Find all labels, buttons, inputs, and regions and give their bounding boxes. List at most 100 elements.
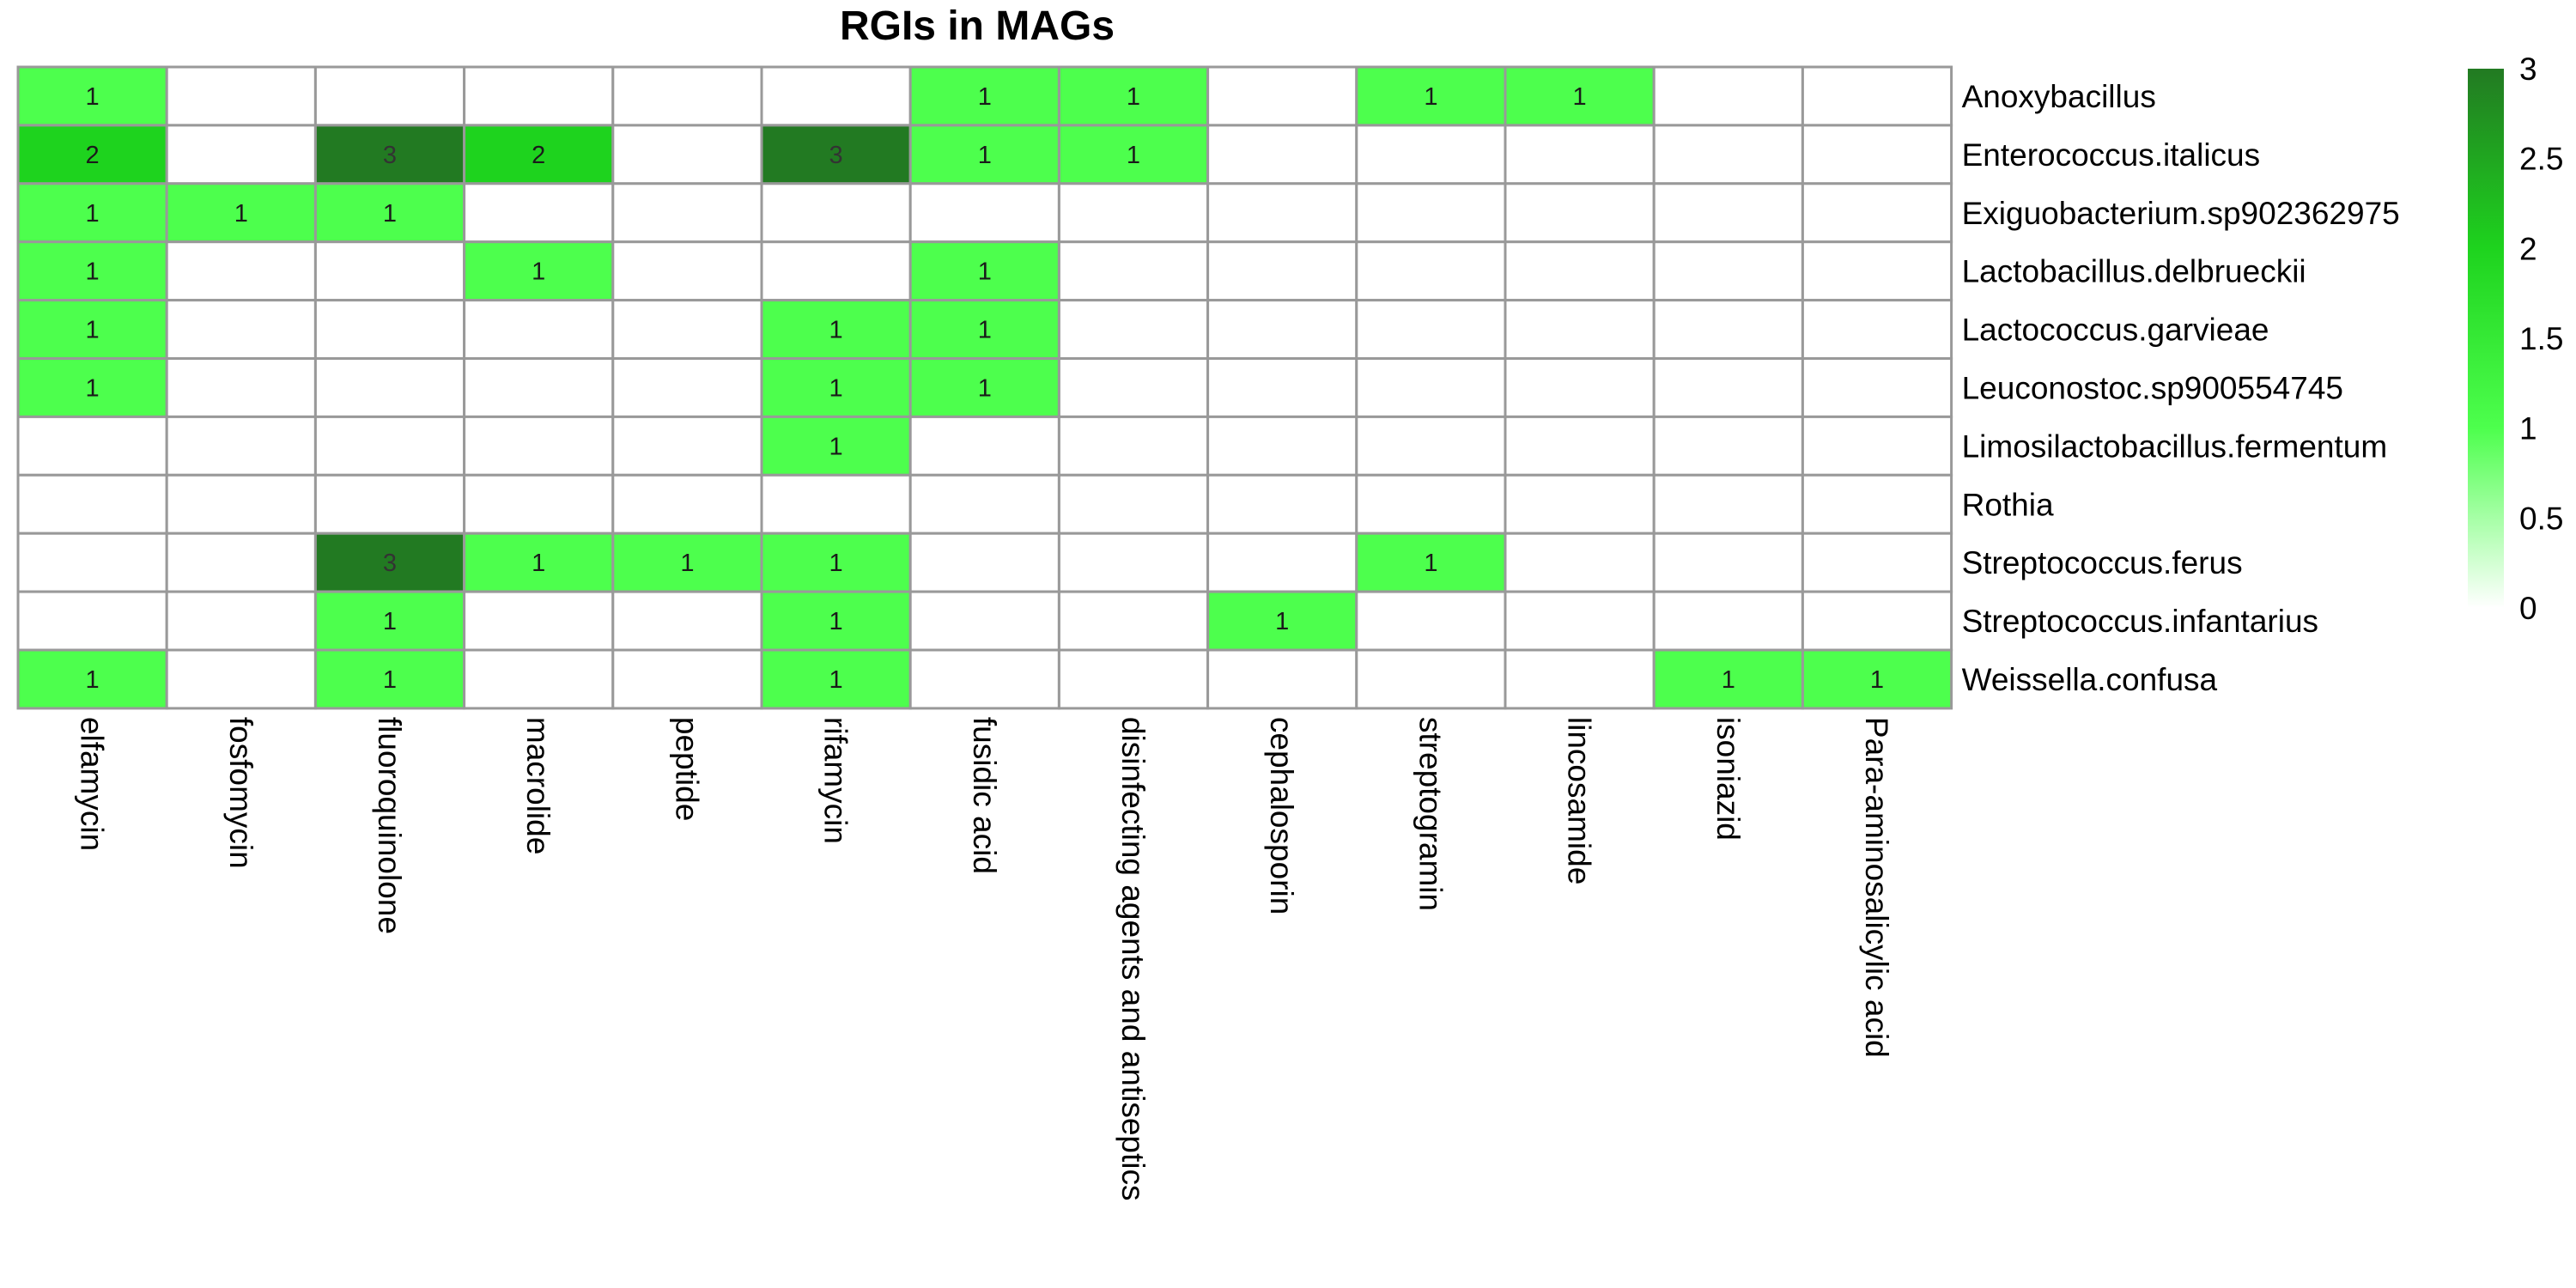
column-labels: elfamycin fosfomycin fluoroquinolone macrol… bbox=[75, 717, 1894, 1201]
heatmap-cell bbox=[1057, 532, 1210, 593]
heatmap-cell bbox=[1206, 532, 1358, 593]
cell-value-label: 1 bbox=[978, 258, 992, 286]
legend-tick-label: 0.5 bbox=[2519, 501, 2563, 536]
heatmap-cell bbox=[1355, 473, 1507, 535]
heatmap-cell bbox=[16, 357, 168, 418]
heatmap-cell bbox=[165, 532, 317, 593]
heatmap-cell bbox=[1801, 590, 1953, 652]
cell-value-label: 1 bbox=[829, 433, 843, 460]
heatmap-cell bbox=[1801, 357, 1953, 418]
heatmap-cell bbox=[1057, 590, 1210, 652]
heatmap-cell bbox=[1206, 473, 1358, 535]
heatmap-cell bbox=[1057, 357, 1210, 418]
cell-value-label: 1 bbox=[383, 200, 397, 228]
row-labels: Anoxybacillus Enterococcus.italicus Exiguo… bbox=[1962, 79, 2400, 697]
cell-value-label: 1 bbox=[829, 608, 843, 635]
heatmap-cell bbox=[760, 65, 912, 127]
heatmap-cell bbox=[1652, 299, 1804, 361]
row-label: Enterococcus.italicus bbox=[1962, 137, 2261, 173]
column-label: macrolide bbox=[520, 717, 556, 854]
heatmap-cell bbox=[1652, 65, 1804, 127]
heatmap-cell bbox=[16, 590, 168, 652]
heatmap-cell bbox=[908, 240, 1060, 302]
heatmap-cell bbox=[908, 65, 1060, 127]
heatmap-cell bbox=[463, 415, 615, 477]
cell-value-label: 1 bbox=[1127, 83, 1140, 111]
cell-value-label: 1 bbox=[86, 200, 100, 228]
cell-value-label: 1 bbox=[1127, 142, 1140, 169]
heatmap-cell bbox=[760, 299, 912, 361]
cell-value-label: 1 bbox=[829, 666, 843, 694]
cell-value-label: 1 bbox=[86, 374, 100, 402]
color-legend: 0 0.5 1 1.5 2 2.5 3 bbox=[2468, 52, 2563, 626]
heatmap-cell bbox=[1504, 473, 1656, 535]
cell-value-label: 1 bbox=[1275, 608, 1289, 635]
cell-value-label: 1 bbox=[86, 666, 100, 694]
heatmap-cell bbox=[165, 65, 317, 127]
row-label: Rothia bbox=[1962, 487, 2054, 522]
heatmap-cell bbox=[165, 357, 317, 418]
heatmap-cell bbox=[1206, 65, 1358, 127]
heatmap-cell bbox=[611, 65, 763, 127]
heatmap-cell bbox=[16, 415, 168, 477]
cell-value-label: 1 bbox=[978, 374, 992, 402]
heatmap-cell bbox=[1355, 532, 1507, 593]
heatmap-cell bbox=[1057, 240, 1210, 302]
cell-value-label: 1 bbox=[680, 550, 694, 577]
column-label: disinfecting agents and antiseptics bbox=[1115, 717, 1151, 1201]
heatmap-cell bbox=[16, 473, 168, 535]
heatmap-cell bbox=[1057, 648, 1210, 710]
heatmap-cell bbox=[1652, 124, 1804, 185]
column-label: peptide bbox=[669, 717, 704, 821]
column-label: Para-aminosalicylic acid bbox=[1859, 717, 1894, 1058]
cell-value-label: 3 bbox=[383, 550, 397, 577]
heatmap-cell bbox=[1355, 648, 1507, 710]
heatmap-cell bbox=[1206, 240, 1358, 302]
row-label: Weissella.confusa bbox=[1962, 662, 2218, 697]
row-label: Anoxybacillus bbox=[1962, 79, 2156, 114]
cell-value-label: 1 bbox=[383, 666, 397, 694]
heatmap-cell bbox=[611, 124, 763, 185]
heatmap-cell bbox=[611, 299, 763, 361]
heatmap-cells: 1 1 1 1 1 2 3 2 3 1 1 1 1 1 1 1 1 1 1 1 1 1 1 1 3 1 1 1 1 1 1 1 1 1 1 1 1 bbox=[16, 65, 1953, 710]
cell-value-label: 1 bbox=[532, 550, 545, 577]
heatmap-cell bbox=[165, 299, 317, 361]
heatmap-cell bbox=[1504, 648, 1656, 710]
heatmap-cell bbox=[1652, 648, 1804, 710]
heatmap-cell bbox=[1355, 357, 1507, 418]
heatmap-cell bbox=[463, 240, 615, 302]
heatmap-cell bbox=[1355, 124, 1507, 185]
heatmap-cell bbox=[1652, 240, 1804, 302]
heatmap-cell bbox=[760, 648, 912, 710]
heatmap-cell bbox=[908, 590, 1060, 652]
heatmap-cell bbox=[611, 357, 763, 418]
heatmap-cell bbox=[1355, 299, 1507, 361]
heatmap-cell bbox=[1652, 182, 1804, 244]
heatmap-cell bbox=[1504, 182, 1656, 244]
heatmap-cell bbox=[1355, 415, 1507, 477]
heatmap-cell bbox=[1057, 415, 1210, 477]
heatmap-cell bbox=[1801, 124, 1953, 185]
heatmap-cell bbox=[313, 240, 466, 302]
heatmap-cell bbox=[1652, 415, 1804, 477]
heatmap-cell bbox=[1504, 590, 1656, 652]
heatmap-cell bbox=[908, 532, 1060, 593]
row-label: Leuconostoc.sp900554745 bbox=[1962, 370, 2343, 405]
heatmap-cell bbox=[1504, 357, 1656, 418]
cell-value-label: 1 bbox=[1870, 666, 1884, 694]
column-label: cephalosporin bbox=[1264, 717, 1299, 914]
heatmap-cell bbox=[908, 182, 1060, 244]
heatmap-cell bbox=[1206, 415, 1358, 477]
heatmap-cell bbox=[1801, 65, 1953, 127]
heatmap-cell bbox=[463, 124, 615, 185]
cell-value-label: 1 bbox=[532, 258, 545, 286]
legend-tick-label: 2.5 bbox=[2519, 142, 2563, 177]
cell-value-label: 3 bbox=[829, 142, 843, 169]
heatmap-cell bbox=[463, 65, 615, 127]
column-label: lincosamide bbox=[1562, 717, 1597, 884]
cell-value-label: 1 bbox=[86, 83, 100, 111]
heatmap-cell bbox=[165, 473, 317, 535]
heatmap-cell bbox=[1801, 299, 1953, 361]
heatmap-cell bbox=[1652, 357, 1804, 418]
